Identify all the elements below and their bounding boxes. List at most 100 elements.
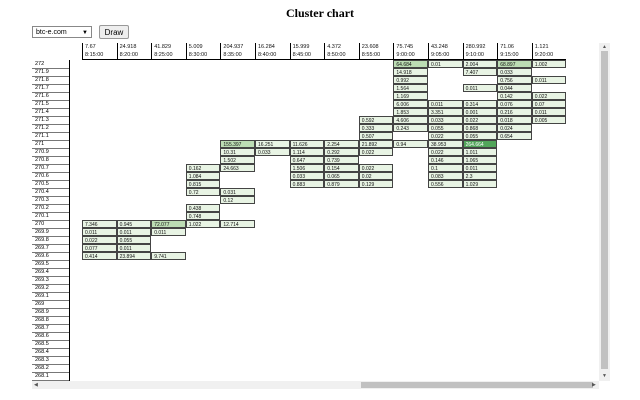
price-label: 269.6: [35, 253, 49, 259]
chart-title: Cluster chart: [285, 6, 355, 20]
exchange-select-value: btc-e.com: [36, 29, 67, 36]
price-row-line: [32, 124, 69, 125]
column-header: 16.284 8:40:00: [255, 43, 290, 60]
price-label: 268.9: [35, 309, 49, 315]
price-label: 268.4: [35, 349, 49, 355]
volume-cell: 0.507: [358, 132, 394, 140]
price-row-line: [32, 324, 69, 325]
price-axis-line: [69, 60, 70, 381]
price-row-line: [32, 228, 69, 229]
scroll-down-icon[interactable]: ▼: [602, 373, 607, 379]
volume-cell: 2.004: [462, 60, 498, 68]
volume-cell: 0.72: [185, 188, 221, 196]
volume-cell: 0.001: [462, 108, 498, 116]
price-row-line: [32, 276, 69, 277]
column-time: 9:15:00: [500, 52, 519, 58]
column-time: 8:35:00: [223, 52, 242, 58]
volume-cell: 1.029: [462, 180, 498, 188]
volume-cell: 23.894: [116, 252, 152, 260]
volume-cell: 0.044: [497, 84, 532, 92]
volume-cell: 0.011: [82, 228, 117, 236]
price-label: 270.3: [35, 197, 49, 203]
volume-cell: 0.011: [428, 100, 463, 108]
price-label: 268.8: [35, 317, 49, 323]
volume-cell: 0.022: [82, 236, 117, 244]
price-row-line: [32, 148, 69, 149]
volume-cell: 0.011: [151, 228, 186, 236]
volume-cell: 0.243: [393, 124, 428, 132]
volume-cell: 6.006: [393, 100, 428, 108]
horizontal-scroll-thumb[interactable]: [361, 382, 593, 388]
volume-cell: 0.076: [497, 100, 532, 108]
volume-cell: 0.033: [428, 116, 463, 124]
volume-cell: 0.756: [497, 76, 532, 84]
price-row-line: [32, 236, 69, 237]
price-row-line: [32, 348, 69, 349]
column-volume: 71.06: [500, 44, 514, 50]
column-volume: 7.67: [85, 44, 96, 50]
price-label: 269.3: [35, 277, 49, 283]
volume-cell: 2.3: [462, 172, 498, 180]
column-time: 9:10:00: [465, 52, 484, 58]
volume-cell: 1.065: [462, 156, 498, 164]
column-volume: 16.284: [258, 44, 275, 50]
price-label: 269.5: [35, 261, 49, 267]
volume-cell: 21.892: [358, 140, 394, 148]
scroll-left-icon[interactable]: ◀: [34, 382, 38, 388]
volume-cell: 9.741: [151, 252, 186, 260]
column-volume: 5.009: [188, 44, 203, 50]
volume-cell: 1.169: [393, 92, 428, 100]
price-label: 270.6: [35, 173, 49, 179]
volume-cell: 0.647: [289, 156, 325, 164]
vertical-scroll-thumb[interactable]: [601, 51, 608, 369]
volume-cell: 11.626: [289, 140, 325, 148]
column-header: 71.06 9:15:00: [497, 43, 532, 60]
volume-cell: 64.684: [393, 60, 428, 68]
price-row-line: [32, 260, 69, 261]
price-label: 269.8: [35, 237, 49, 243]
column-header: 23.608 8:55:00: [358, 43, 394, 60]
price-row-line: [32, 204, 69, 205]
cluster-chart-viewport: 7.67 8:15:00 24.918 8:20:00 41.829 8:25:00 5.0…: [32, 43, 610, 381]
price-label: 271.2: [35, 125, 49, 131]
price-row-line: [32, 284, 69, 285]
price-row-line: [32, 172, 69, 173]
price-label: 269.1: [35, 293, 49, 299]
scroll-up-icon[interactable]: ▲: [602, 44, 607, 50]
volume-cell: 16.251: [255, 140, 290, 148]
horizontal-scrollbar[interactable]: ◀ ▶: [32, 381, 599, 389]
price-row-line: [32, 140, 69, 141]
draw-button[interactable]: Draw: [99, 25, 129, 39]
volume-cell: 0.879: [324, 180, 359, 188]
price-row-line: [32, 116, 69, 117]
price-label: 268.2: [35, 365, 49, 371]
column-time: 9:20:00: [534, 52, 554, 58]
column-header: 75.745 9:00:00: [393, 43, 428, 60]
column-volume: 280.992: [465, 44, 486, 50]
scroll-right-icon[interactable]: ▶: [592, 382, 596, 388]
volume-cell: 0.055: [462, 132, 498, 140]
volume-cell: 0.314: [462, 100, 498, 108]
price-label: 270.5: [35, 181, 49, 187]
volume-cell: 2.254: [324, 140, 359, 148]
cluster-grid: 7.67 8:15:00 24.918 8:20:00 41.829 8:25:00 5.0…: [32, 43, 610, 381]
volume-cell: 14.918: [393, 68, 428, 76]
volume-cell: 0.055: [116, 236, 152, 244]
price-label: 270.7: [35, 165, 49, 171]
volume-cell: 155.397: [220, 140, 255, 148]
price-label: 270.4: [35, 189, 49, 195]
price-label: 271.8: [35, 77, 49, 83]
volume-cell: 0.018: [497, 116, 532, 124]
price-label: 270: [35, 221, 45, 227]
volume-cell: 12.714: [220, 220, 255, 228]
price-label: 270.9: [35, 149, 49, 155]
volume-cell: 0.94: [393, 140, 428, 148]
column-volume: 43.248: [431, 44, 448, 50]
column-volume: 4.372: [327, 44, 341, 50]
exchange-select[interactable]: btc-e.com ▼: [32, 26, 92, 38]
volume-cell: 0.142: [497, 92, 532, 100]
price-row-line: [32, 84, 69, 85]
vertical-scrollbar[interactable]: ▲ ▼: [599, 43, 610, 381]
volume-cell: 0.065: [324, 172, 359, 180]
price-row-line: [32, 188, 69, 189]
